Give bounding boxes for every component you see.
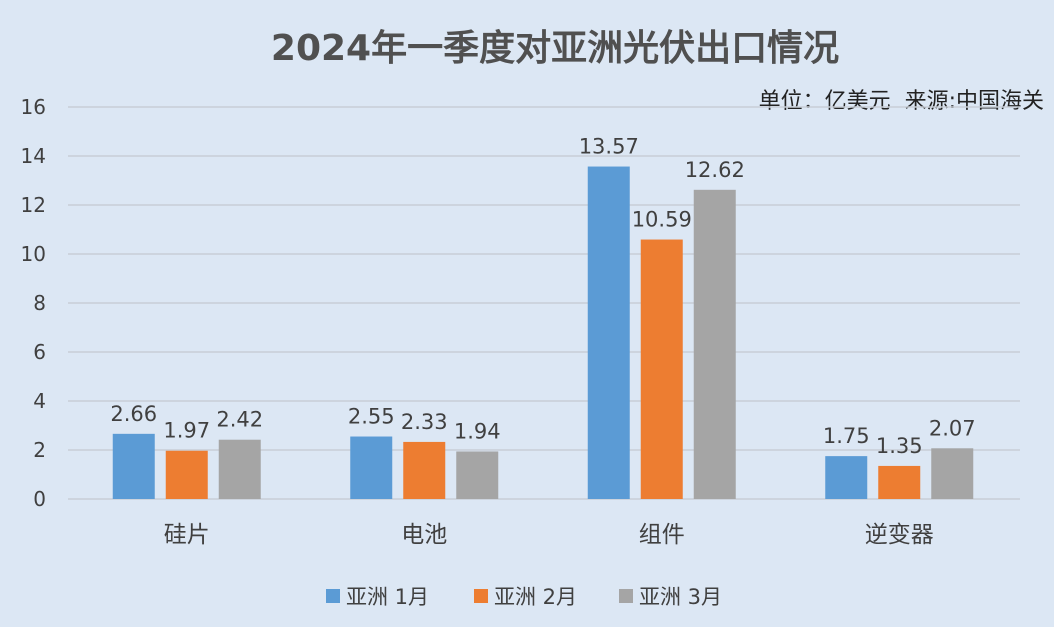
chart-title: 2024年一季度对亚洲光伏出口情况 (271, 28, 839, 69)
data-label: 2.33 (401, 410, 448, 434)
y-tick-label: 4 (33, 389, 46, 413)
legend-swatch (326, 589, 340, 603)
bar (456, 451, 499, 499)
bar (640, 239, 683, 500)
category-label: 逆变器 (865, 522, 934, 548)
bar (350, 436, 393, 499)
category-labels: 硅片 电池 组件 逆变器 (164, 522, 934, 548)
legend-label: 亚洲 2月 (494, 585, 577, 609)
category-label: 组件 (639, 522, 685, 548)
bar (931, 448, 974, 499)
y-tick-label: 14 (21, 144, 46, 168)
data-label: 1.97 (163, 419, 210, 443)
bar (878, 465, 921, 499)
bar (112, 433, 155, 499)
legend-label: 亚洲 1月 (346, 585, 429, 609)
bar (693, 189, 736, 499)
legend-swatch (474, 589, 488, 603)
y-tick-label: 0 (33, 487, 46, 511)
chart-unit-source-note: 单位：亿美元 来源:中国海关 (759, 89, 1044, 114)
legend: 亚洲 1月 亚洲 2月 亚洲 3月 (326, 585, 722, 609)
bar (825, 456, 868, 499)
y-axis-tick-labels: 0 2 4 6 8 10 12 14 16 (21, 95, 46, 511)
bar (403, 441, 446, 499)
y-tick-label: 6 (33, 340, 46, 364)
y-tick-label: 2 (33, 438, 46, 462)
data-label: 2.42 (216, 408, 263, 432)
y-tick-label: 8 (33, 291, 46, 315)
data-label: 1.35 (876, 434, 923, 458)
y-tick-label: 16 (21, 95, 46, 119)
data-label: 10.59 (632, 208, 692, 232)
y-tick-label: 12 (21, 193, 46, 217)
data-label: 2.66 (110, 402, 157, 426)
bar (165, 450, 208, 499)
category-label: 电池 (401, 522, 447, 548)
y-tick-label: 10 (21, 242, 46, 266)
data-label: 2.55 (348, 405, 395, 429)
data-label: 2.07 (929, 416, 976, 440)
data-labels: 2.661.97 2.42 2.55 2.33 1.94 13.57 10.59 12.62 1… (110, 135, 975, 458)
legend-label: 亚洲 3月 (639, 585, 722, 609)
bars (112, 166, 974, 500)
category-label: 硅片 (164, 522, 210, 548)
data-label: 1.94 (454, 419, 501, 443)
data-label: 12.62 (685, 158, 745, 182)
bar (218, 439, 261, 499)
bar (587, 166, 630, 499)
data-label: 13.57 (579, 135, 639, 159)
legend-swatch (619, 589, 633, 603)
data-label: 1.75 (823, 424, 870, 448)
